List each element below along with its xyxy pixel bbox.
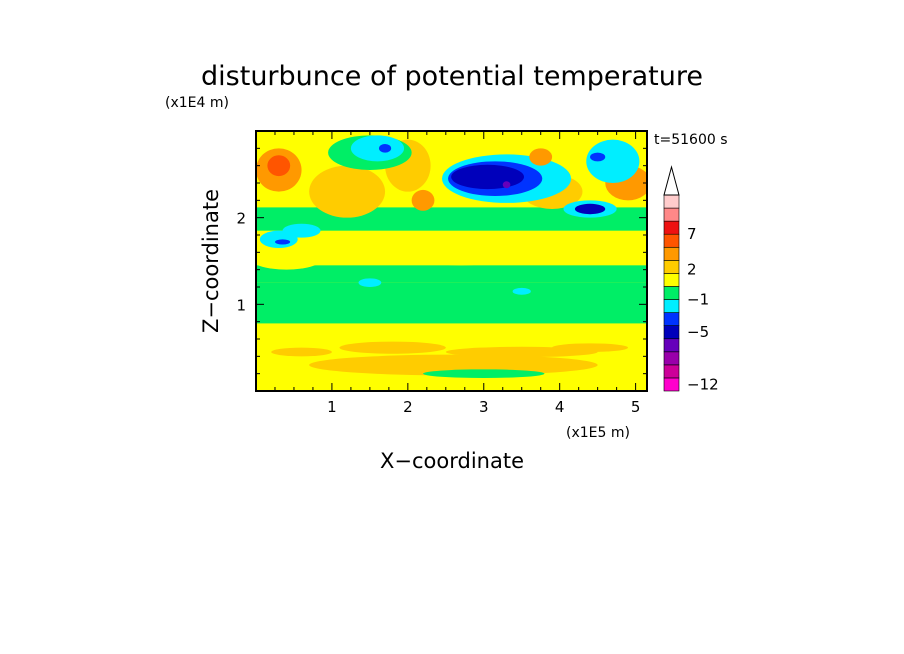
colorbar-swatch xyxy=(663,286,680,300)
field-contour-region xyxy=(411,189,435,211)
x-ticks: 1 2 3 4 5 xyxy=(274,131,641,416)
x-axis-label: X−coordinate xyxy=(380,449,524,473)
colorbar-swatch xyxy=(663,312,680,326)
colorbar-swatch xyxy=(663,377,680,392)
field-contour-region xyxy=(309,165,386,218)
colorbar-swatch xyxy=(663,338,680,353)
x-unit-label: (x1E5 m) xyxy=(566,425,630,441)
field-contour-region xyxy=(358,278,382,287)
x-tick-label: 3 xyxy=(479,398,489,416)
colorbar-swatch xyxy=(663,194,680,209)
field-contour-region xyxy=(378,144,392,153)
colorbar-extend-arrow xyxy=(663,165,680,196)
y-tick-label: 1 xyxy=(236,296,246,314)
field-contour-region xyxy=(586,139,640,183)
field-contour-region xyxy=(521,241,629,263)
y-unit-label: (x1E4 m) xyxy=(165,95,229,111)
x-tick-label: 5 xyxy=(631,398,641,416)
field-contour-region xyxy=(309,354,598,376)
field-contour-region xyxy=(529,148,553,166)
field-contour-region xyxy=(590,152,606,162)
colorbar-label: −1 xyxy=(687,291,709,309)
colorbar-swatch xyxy=(663,260,680,274)
field-contour-region xyxy=(324,241,416,263)
field-contour-region xyxy=(274,239,291,245)
y-tick-label: 2 xyxy=(236,210,246,228)
field-contour-region xyxy=(512,287,531,295)
field-contour-region xyxy=(282,223,321,238)
y-axis-label: Z−coordinate xyxy=(199,189,223,333)
time-label: t=51600 s xyxy=(654,132,728,148)
colorbar-swatch xyxy=(663,220,680,235)
colorbar-swatch xyxy=(663,207,680,222)
colorbar-swatch xyxy=(663,246,680,261)
chart-title: disturbunce of potential temperature xyxy=(201,61,703,92)
field-contour-region xyxy=(256,243,325,270)
field-contour-region xyxy=(271,347,332,357)
field-contour-region xyxy=(451,164,525,190)
field-band xyxy=(256,265,647,283)
field-contour-region xyxy=(339,341,446,354)
colorbar-label: 2 xyxy=(687,260,697,278)
x-tick-label: 4 xyxy=(555,398,565,416)
field-contour-region xyxy=(350,135,405,162)
colorbar-swatch xyxy=(663,233,680,248)
colorbar-swatch xyxy=(663,325,680,340)
field-contour-region xyxy=(423,369,545,378)
field-contour-region xyxy=(267,155,291,177)
colorbar-swatch xyxy=(663,351,680,366)
colorbar-label: 7 xyxy=(687,225,697,243)
colorbar-swatch xyxy=(663,364,680,379)
field-contour-region xyxy=(574,203,606,215)
colorbar: 7 2 −1 −5 −12 xyxy=(663,165,719,393)
heatmap-plot-area xyxy=(256,131,647,391)
colorbar-label: −12 xyxy=(687,375,719,393)
x-tick-label: 2 xyxy=(403,398,413,416)
x-tick-label: 1 xyxy=(327,398,337,416)
field-band xyxy=(256,282,647,324)
colorbar-label: −5 xyxy=(687,323,709,341)
y-ticks: 12 xyxy=(236,147,647,375)
field-contour-region xyxy=(502,181,511,189)
field-contour-region xyxy=(552,343,629,352)
colorbar-swatch xyxy=(663,273,680,287)
plot-frame xyxy=(255,130,648,392)
colorbar-swatch xyxy=(663,299,680,313)
field-contour-region xyxy=(407,247,515,266)
